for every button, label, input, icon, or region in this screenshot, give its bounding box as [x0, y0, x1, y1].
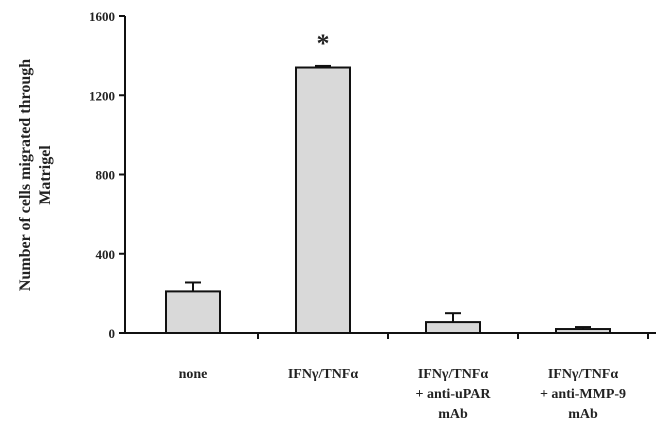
x-category-label: mAb: [568, 407, 598, 422]
x-category-label: mAb: [438, 407, 468, 422]
bar: [295, 66, 351, 334]
y-axis-title-line-2: Matrigel: [37, 145, 54, 205]
x-category-label: IFNγ/TNFα: [288, 367, 359, 382]
x-category-label: IFNγ/TNFα: [418, 367, 489, 382]
bar: [425, 321, 481, 334]
y-tick-label: 0: [109, 326, 116, 341]
bar: [555, 328, 611, 335]
y-tick-label: 800: [96, 168, 116, 183]
y-tick-label: 400: [96, 247, 116, 262]
x-category-label: IFNγ/TNFα: [548, 367, 619, 382]
x-category-label: none: [179, 367, 208, 382]
plot-area: 0 400 800 1200 1600 none IFNγ/TNFα IFNγ/TNFα + a…: [89, 9, 656, 422]
x-category-label: + anti-MMP-9: [540, 387, 626, 402]
y-tick-label: 1600: [89, 9, 115, 24]
significance-star: *: [317, 29, 330, 58]
y-axis-title: Number of cells migrated through Matrige…: [17, 59, 54, 291]
bar: [165, 290, 221, 334]
y-tick-label: 1200: [89, 88, 115, 103]
y-axis-title-line-1: Number of cells migrated through: [17, 59, 34, 291]
x-category-label: + anti-uPAR: [416, 387, 492, 402]
